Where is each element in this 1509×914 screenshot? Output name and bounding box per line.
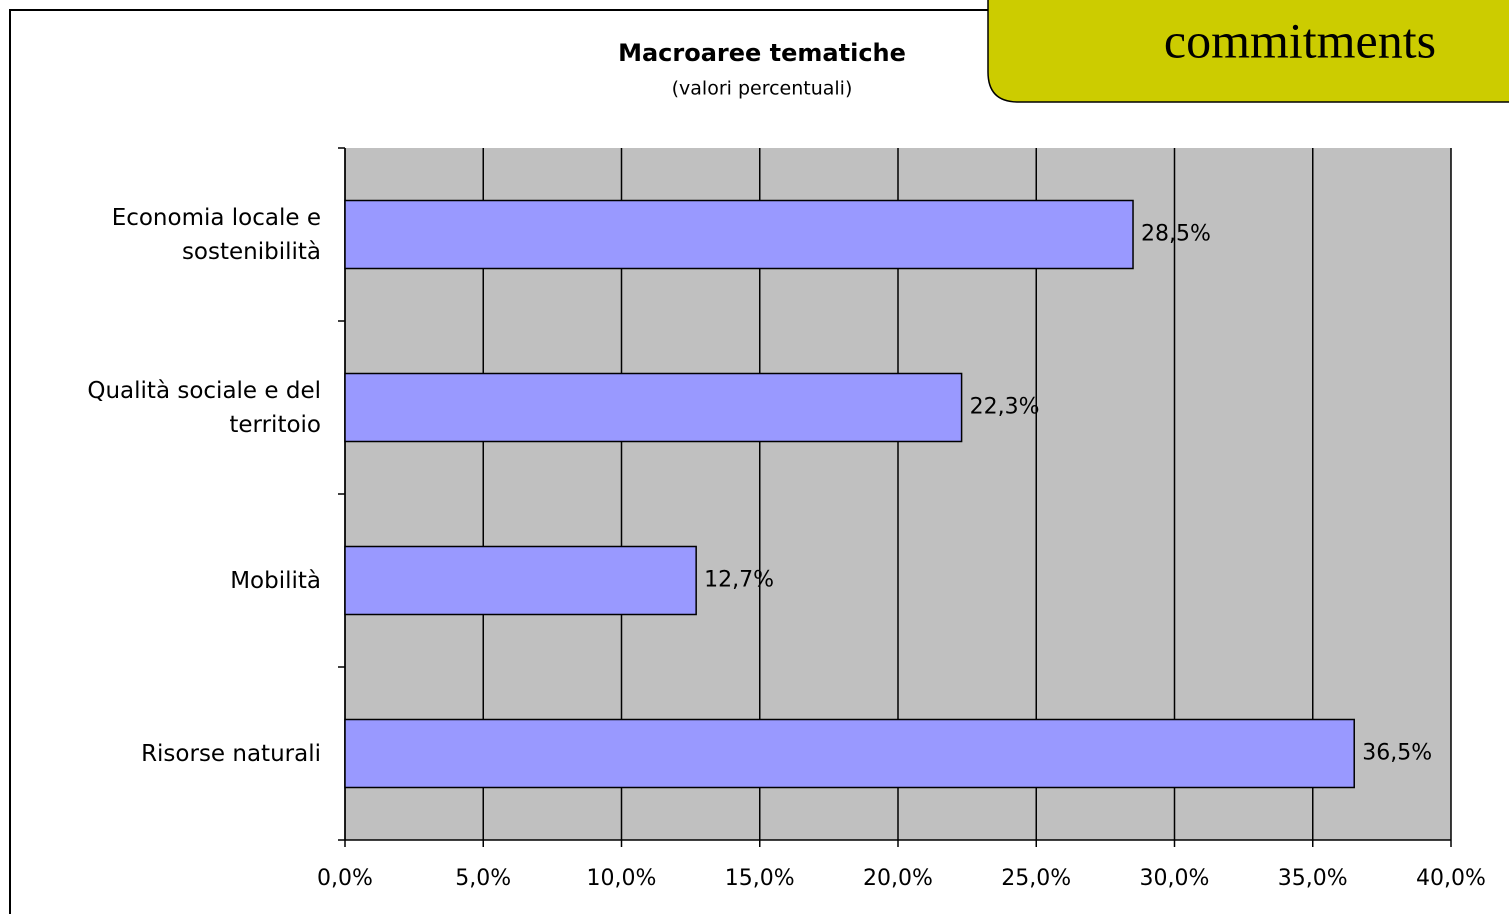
- bar: [344, 545, 697, 616]
- y-tick-label: Economia locale e sostenibilità: [111, 204, 321, 265]
- x-tick-label: 30,0%: [1140, 866, 1210, 891]
- bar: [344, 718, 1355, 789]
- data-label: 12,7%: [704, 568, 774, 593]
- x-tick-label: 15,0%: [725, 866, 795, 891]
- x-tick-label: 0,0%: [317, 866, 373, 891]
- data-label: 28,5%: [1141, 222, 1211, 247]
- banner-text: commitments: [1164, 12, 1436, 68]
- y-tick-label: Qualità sociale e del territoio: [87, 377, 321, 438]
- y-tick-label: Mobilità: [230, 567, 321, 594]
- x-tick-label: 20,0%: [863, 866, 933, 891]
- x-tick-label: 40,0%: [1416, 866, 1486, 891]
- y-tick-label: Risorse naturali: [141, 740, 321, 767]
- chart-title: Macroaree tematiche: [618, 39, 906, 67]
- banner-box: [987, 0, 1509, 103]
- chart-subtitle: (valori percentuali): [672, 78, 853, 100]
- data-label: 36,5%: [1362, 741, 1432, 766]
- bar: [344, 372, 963, 443]
- x-tick-label: 25,0%: [1001, 866, 1071, 891]
- x-tick-label: 10,0%: [587, 866, 657, 891]
- bar: [344, 199, 1134, 270]
- x-tick-label: 35,0%: [1278, 866, 1348, 891]
- x-tick-label: 5,0%: [455, 866, 511, 891]
- data-label: 22,3%: [970, 395, 1040, 420]
